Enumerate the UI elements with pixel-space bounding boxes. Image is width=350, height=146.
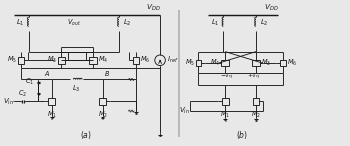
Bar xyxy=(222,60,229,66)
Text: $V_{out}$: $V_{out}$ xyxy=(67,18,81,28)
Text: $L_1$: $L_1$ xyxy=(211,18,219,28)
Text: $M_5$: $M_5$ xyxy=(184,58,195,68)
Bar xyxy=(18,57,24,64)
Bar xyxy=(280,60,286,66)
Bar xyxy=(133,57,139,64)
Text: $I_{ref}$: $I_{ref}$ xyxy=(167,55,178,65)
Text: $M_4$: $M_4$ xyxy=(210,58,220,68)
Text: $C_2$: $C_2$ xyxy=(19,88,28,99)
Text: $V_{DD}$: $V_{DD}$ xyxy=(264,3,279,13)
Text: $C_1$: $C_1$ xyxy=(25,77,35,87)
Text: $V_{in}$: $V_{in}$ xyxy=(179,106,190,116)
Bar xyxy=(253,98,259,105)
Text: $M_6$: $M_6$ xyxy=(140,55,150,65)
Text: $+i_{inj}$: $+i_{inj}$ xyxy=(247,72,261,82)
Text: $A$: $A$ xyxy=(44,68,51,78)
Bar xyxy=(196,60,201,66)
Bar xyxy=(99,98,106,105)
Text: $M_1$: $M_1$ xyxy=(47,110,57,120)
Bar xyxy=(89,57,97,64)
Text: $V_{DD}$: $V_{DD}$ xyxy=(146,3,161,13)
Text: $L_2$: $L_2$ xyxy=(123,18,131,28)
Text: $M_2$: $M_2$ xyxy=(98,110,107,120)
Text: $M_1$: $M_1$ xyxy=(220,110,230,120)
Text: $L_1$: $L_1$ xyxy=(16,18,25,28)
Bar xyxy=(252,60,260,66)
Text: $L_3$: $L_3$ xyxy=(72,84,81,94)
Text: $M_6$: $M_6$ xyxy=(287,58,297,68)
Bar xyxy=(222,98,229,105)
Text: $-i_{inj}$: $-i_{inj}$ xyxy=(220,72,234,82)
Text: $M_2$: $M_2$ xyxy=(251,110,261,120)
Text: $L_2$: $L_2$ xyxy=(260,18,268,28)
Text: $M_5$: $M_5$ xyxy=(7,55,17,65)
Text: $M_3$: $M_3$ xyxy=(47,55,57,65)
Bar xyxy=(48,98,55,105)
Text: $M_3$: $M_3$ xyxy=(261,58,271,68)
Text: $(b)$: $(b)$ xyxy=(237,129,248,141)
Text: $M_4$: $M_4$ xyxy=(98,55,108,65)
Text: $(a)$: $(a)$ xyxy=(80,129,92,141)
Text: $V_{in}$: $V_{in}$ xyxy=(2,96,13,107)
Text: $B$: $B$ xyxy=(104,68,110,78)
Bar xyxy=(57,57,65,64)
